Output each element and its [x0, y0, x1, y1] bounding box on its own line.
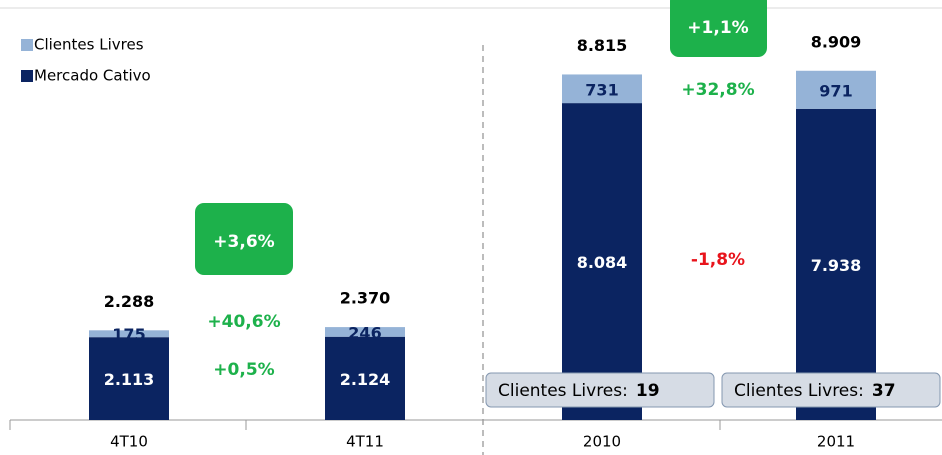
note-box [485, 372, 715, 408]
data-label: 2.124 [340, 370, 391, 389]
bar-segment [325, 327, 405, 337]
legend-swatch [21, 70, 33, 82]
bar-segment [89, 330, 169, 338]
annotation: -1,8% [691, 250, 745, 270]
x-tick-label: 4T11 [346, 433, 384, 451]
bar-segment [796, 70, 876, 109]
total-label: 2.370 [340, 289, 391, 308]
bar-segment [562, 74, 642, 104]
note-label: Clientes Livres: [734, 381, 864, 401]
annotation: +40,6% [207, 312, 280, 332]
total-label: 2.288 [104, 292, 155, 311]
note-value: 19 [636, 381, 660, 401]
note: Clientes Livres: 19 [498, 381, 660, 401]
data-label: 7.938 [811, 256, 862, 275]
legend-label: Mercado Cativo [34, 67, 151, 85]
annotation: +0,5% [213, 360, 274, 380]
note-box [721, 372, 941, 408]
bar-segment [89, 337, 169, 420]
annotation-box [195, 203, 293, 275]
annotation: +3,6% [213, 232, 274, 252]
total-label: 8.909 [811, 32, 862, 51]
bar-segment [325, 336, 405, 420]
data-label: 175 [112, 325, 145, 344]
x-tick-label: 4T10 [110, 433, 148, 451]
note-label: Clientes Livres: [498, 381, 628, 401]
data-label: 2.113 [104, 370, 155, 389]
data-label: 731 [585, 80, 618, 99]
bar-segment [796, 108, 876, 421]
legend-swatch [21, 39, 33, 51]
data-label: 246 [348, 323, 381, 342]
bar-segment [562, 103, 642, 420]
annotation: +32,8% [681, 80, 754, 100]
annotation: +1,1% [687, 18, 748, 38]
data-label: 971 [819, 81, 852, 100]
annotation-box [670, 0, 767, 57]
x-tick-label: 2010 [583, 433, 621, 451]
note-value: 37 [872, 381, 896, 401]
x-tick-label: 2011 [817, 433, 855, 451]
legend-label: Clientes Livres [34, 36, 144, 54]
total-label: 8.815 [577, 36, 628, 55]
note: Clientes Livres: 37 [734, 381, 896, 401]
data-label: 8.084 [577, 253, 628, 272]
